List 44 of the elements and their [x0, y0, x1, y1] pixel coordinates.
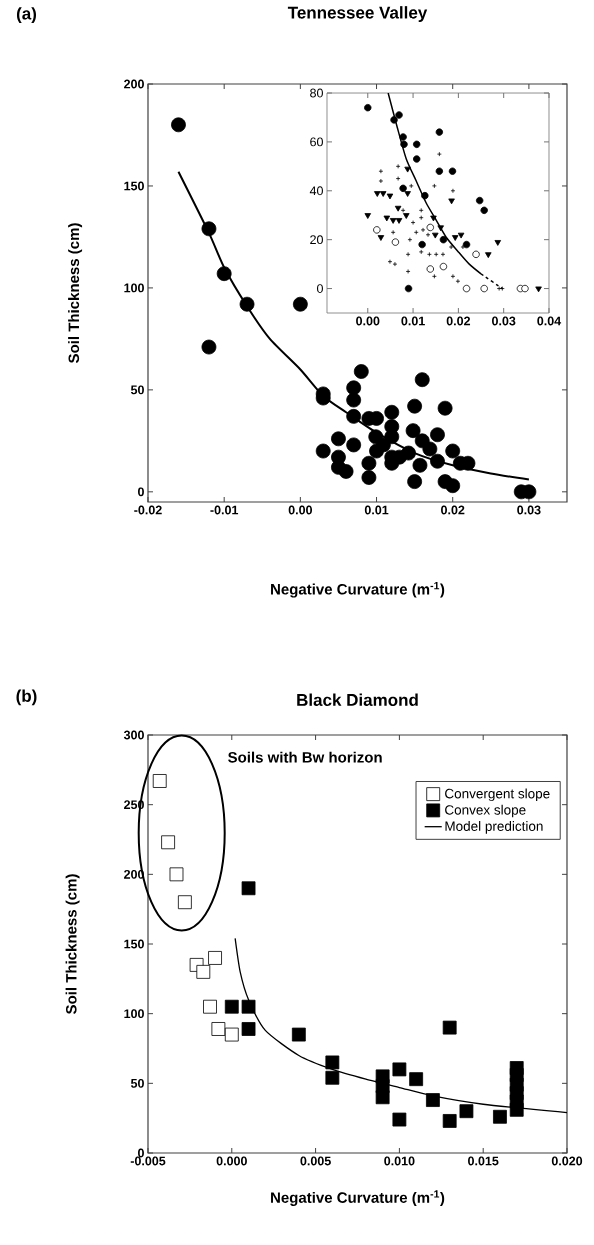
- chart-title: Tennessee Valley: [287, 6, 428, 22]
- x-tick-label: 0.00: [288, 505, 313, 515]
- y-tick-label: 40: [309, 186, 323, 196]
- x-tick-label: -0.005: [130, 1156, 166, 1166]
- x-tick-label: -0.02: [134, 505, 162, 515]
- x-tick-label: 0.03: [492, 316, 516, 326]
- x-tick-label: 0.015: [468, 1156, 499, 1166]
- x-tick-label: 0.00: [356, 316, 380, 326]
- y-tick-label: 100: [124, 1009, 144, 1019]
- x-tick-label: 0.03: [517, 505, 541, 515]
- x-axis-title: Negative Curvature (m$^{-1}$): [271, 581, 445, 598]
- x-tick-label: 0.02: [441, 505, 465, 515]
- y-tick-label: 50: [130, 385, 144, 395]
- y-tick-label: 60: [310, 137, 323, 147]
- y-axis-title: Soil Thickness (cm): [68, 223, 83, 364]
- x-tick-label: 0.02: [446, 316, 471, 326]
- y-tick-label: 20: [310, 235, 323, 245]
- y-tick-label: 0: [138, 1148, 144, 1158]
- y-tick-label: 0: [138, 487, 144, 497]
- y-axis-title: Soil Thickness (cm): [65, 874, 80, 1014]
- y-tick-label: 200: [124, 79, 144, 89]
- x-tick-label: -0.01: [210, 505, 239, 515]
- legend-label: Convergent slope: [445, 788, 550, 802]
- x-tick-label: 0.005: [300, 1156, 331, 1166]
- y-tick-label: 150: [124, 939, 144, 949]
- legend-label: Model prediction: [445, 821, 543, 834]
- y-tick-label: 100: [124, 283, 144, 293]
- x-tick-label: 0.01: [364, 505, 389, 515]
- y-tick-label: 300: [123, 730, 144, 740]
- x-tick-label: 0.04: [537, 316, 562, 326]
- chart-title: Black Diamond: [297, 693, 418, 706]
- text: (b): [16, 689, 37, 706]
- y-tick-label: 0: [317, 284, 323, 293]
- x-tick-label: 0.000: [216, 1156, 247, 1166]
- text: (a): [16, 7, 37, 23]
- x-tick-label: 0.020: [551, 1156, 583, 1166]
- y-tick-label: 80: [310, 88, 323, 98]
- x-axis-title: Negative Curvature (m$^{-1}$): [271, 1190, 445, 1206]
- x-tick-label: 0.01: [401, 316, 425, 326]
- legend-label: Convex slope: [445, 804, 526, 818]
- y-tick-label: 150: [124, 181, 144, 191]
- annotation: Soils with Bw horizon: [228, 751, 382, 763]
- y-tick-label: 50: [130, 1078, 144, 1088]
- x-tick-label: 0.010: [384, 1156, 415, 1166]
